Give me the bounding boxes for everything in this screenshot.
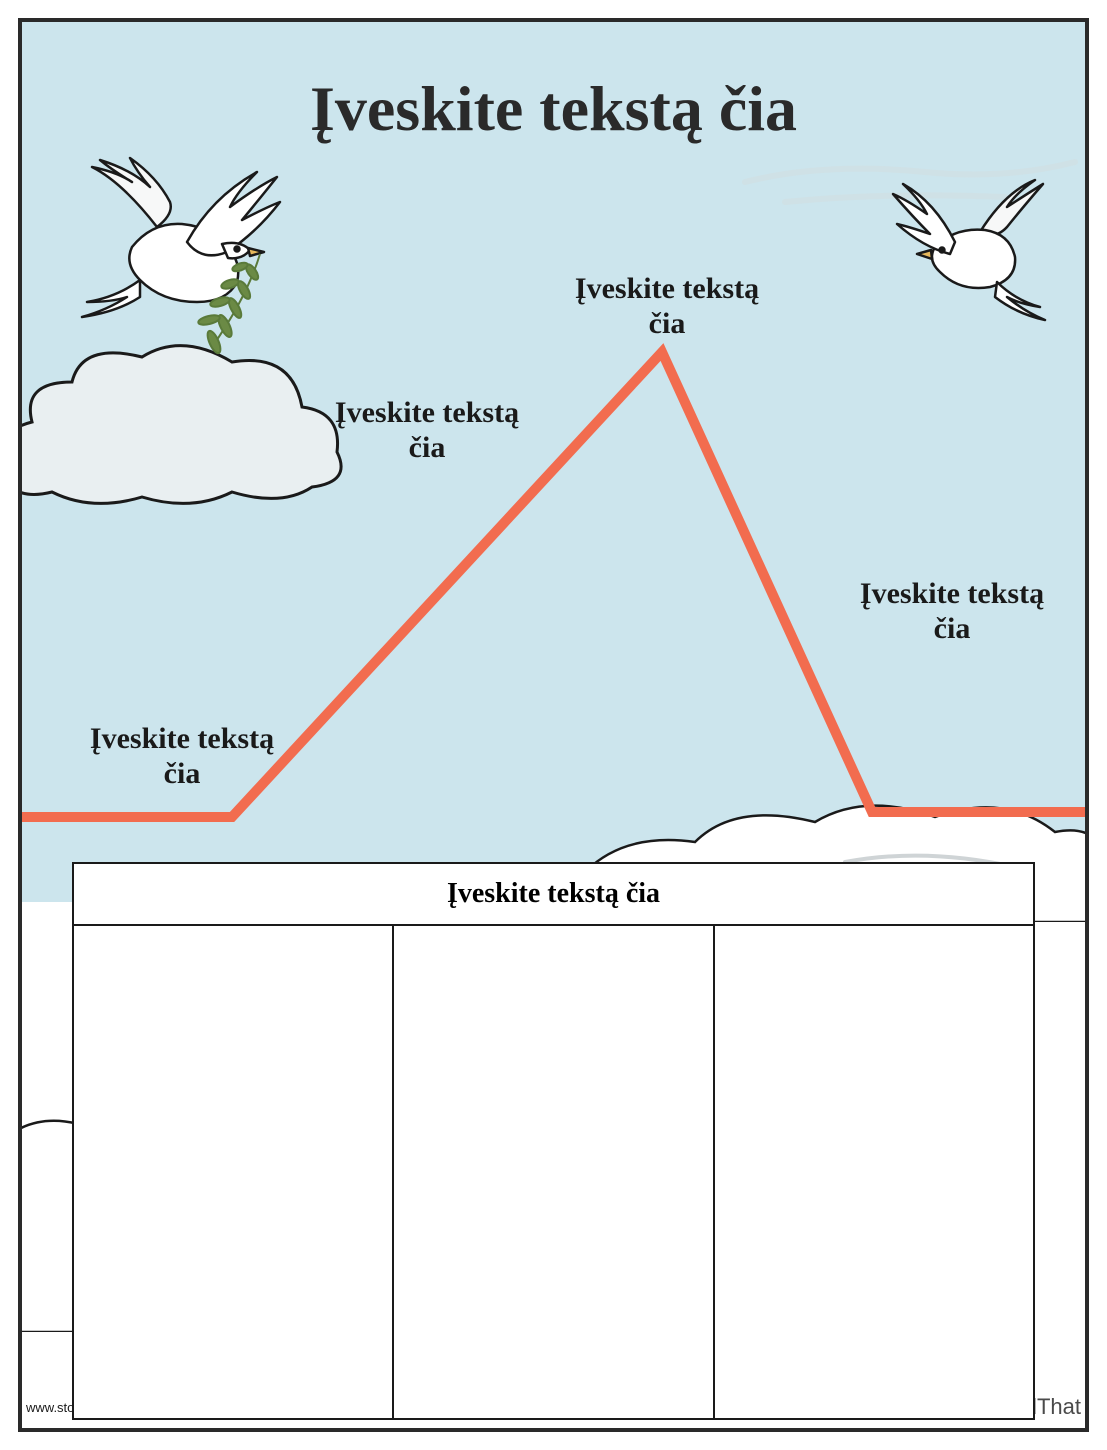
table-row-1 bbox=[74, 926, 1033, 1038]
table-cell-r2c1[interactable] bbox=[74, 1038, 394, 1418]
label-rising-action[interactable]: Įveskite tekstą čia bbox=[327, 396, 527, 465]
table-row-2 bbox=[74, 1038, 1033, 1418]
label-exposition[interactable]: Įveskite tekstą čia bbox=[82, 722, 282, 791]
table-cell-r2c2[interactable] bbox=[394, 1038, 714, 1418]
table-header[interactable]: Įveskite tekstą čia bbox=[74, 864, 1033, 926]
page-title[interactable]: Įveskite tekstą čia bbox=[22, 72, 1085, 146]
page-border: Įveskite tekstą čia bbox=[18, 18, 1089, 1432]
label-climax[interactable]: Įveskite tekstą čia bbox=[567, 272, 767, 341]
content-table: Įveskite tekstą čia bbox=[72, 862, 1035, 1420]
table-cell-r1c1[interactable] bbox=[74, 926, 394, 1038]
table-cell-r2c3[interactable] bbox=[715, 1038, 1033, 1418]
dove-right-icon bbox=[885, 172, 1055, 342]
table-cell-r1c3[interactable] bbox=[715, 926, 1033, 1038]
table-cell-r1c2[interactable] bbox=[394, 926, 714, 1038]
dove-left-icon bbox=[62, 152, 292, 362]
label-falling-action[interactable]: Įveskite tekstą čia bbox=[852, 577, 1052, 646]
